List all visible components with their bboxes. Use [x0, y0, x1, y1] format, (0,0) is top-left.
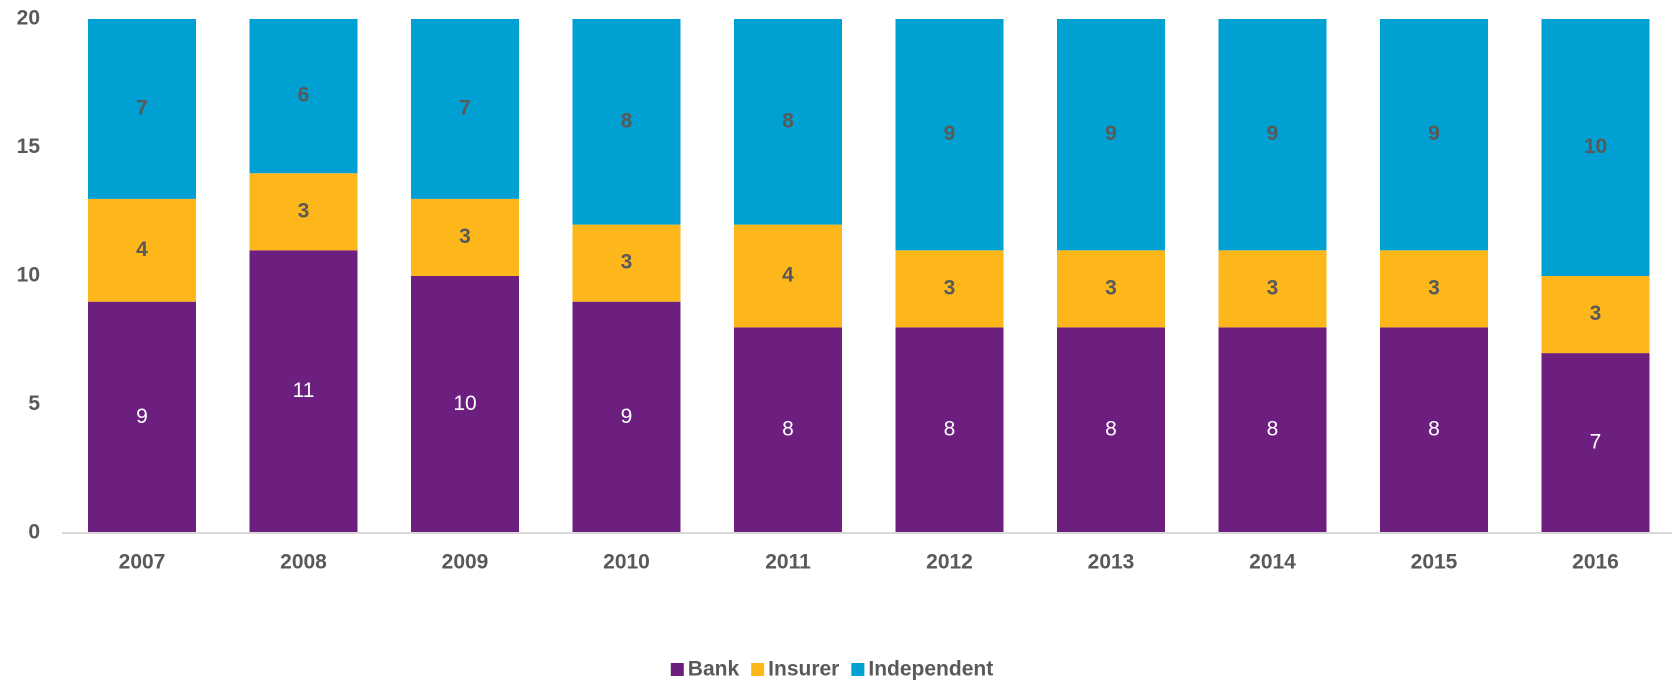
- data-label: 7: [136, 96, 148, 119]
- data-label: 8: [782, 109, 794, 132]
- x-tick-label: 2015: [1411, 551, 1458, 574]
- data-label: 3: [621, 251, 633, 274]
- x-tick-label: 2014: [1249, 551, 1296, 574]
- legend-label: Independent: [868, 658, 993, 681]
- data-label: 7: [1590, 431, 1602, 454]
- data-label: 3: [459, 225, 471, 248]
- data-label: 9: [621, 405, 633, 428]
- data-label: 3: [1105, 276, 1117, 299]
- legend-swatch: [851, 663, 865, 676]
- bar-segment: [1057, 19, 1165, 251]
- data-label: 3: [1590, 302, 1602, 325]
- x-tick-label: 2016: [1572, 551, 1619, 574]
- bar-segment: [1057, 327, 1165, 533]
- bar-segment: [88, 198, 196, 302]
- bar-segment: [1541, 276, 1650, 354]
- data-label: 3: [1267, 276, 1279, 299]
- x-tick-label: 2011: [765, 551, 811, 574]
- bar-segment: [88, 19, 196, 199]
- x-tick-label: 2008: [280, 551, 327, 574]
- bar-segment: [249, 19, 358, 174]
- data-label: 4: [136, 238, 148, 261]
- y-tick-label: 0: [28, 521, 40, 544]
- bar-segment: [734, 19, 842, 225]
- data-label: 9: [1267, 122, 1279, 145]
- y-tick-label: 10: [17, 264, 40, 287]
- x-tick-label: 2010: [603, 551, 650, 574]
- x-tick-label: 2013: [1088, 551, 1135, 574]
- y-tick-label: 15: [17, 135, 41, 158]
- bar-segment: [734, 327, 842, 533]
- bar-segment: [249, 173, 358, 251]
- bar-segment: [411, 276, 519, 533]
- bar-segment: [895, 327, 1004, 533]
- data-label: 8: [1105, 418, 1117, 441]
- data-label: 9: [1428, 122, 1440, 145]
- data-label: 7: [459, 96, 471, 119]
- y-tick-label: 5: [28, 392, 40, 415]
- bar-segment: [1218, 19, 1327, 251]
- data-label: 8: [1267, 418, 1279, 441]
- bar-segment: [411, 19, 519, 199]
- y-tick-label: 20: [17, 7, 40, 30]
- data-label: 11: [293, 379, 315, 402]
- data-label: 4: [782, 264, 794, 287]
- data-label: 9: [1105, 122, 1117, 145]
- data-label: 10: [453, 392, 476, 415]
- bar-segment: [1541, 353, 1650, 533]
- data-label: 3: [944, 276, 956, 299]
- x-tick-label: 2007: [119, 551, 166, 574]
- bar-segment: [895, 19, 1004, 251]
- bar-segment: [1057, 250, 1165, 328]
- bar-segment: [734, 224, 842, 328]
- legend-swatch: [670, 663, 684, 676]
- bar-segment: [411, 198, 519, 276]
- bar-segment: [572, 301, 681, 533]
- bar-segment: [249, 250, 358, 534]
- data-label: 6: [298, 84, 310, 107]
- bar-segment: [1380, 19, 1488, 251]
- bar-segment: [1218, 327, 1327, 533]
- legend-swatch: [751, 663, 765, 676]
- data-label: 10: [1584, 135, 1607, 158]
- data-label: 3: [1428, 276, 1440, 299]
- bar-segment: [1541, 19, 1650, 276]
- legend-label: Insurer: [768, 658, 839, 681]
- data-label: 8: [944, 418, 956, 441]
- bar-segment: [1380, 327, 1488, 533]
- data-label: 9: [944, 122, 956, 145]
- x-tick-label: 2009: [442, 551, 489, 574]
- bar-segment: [895, 250, 1004, 328]
- bar-segment: [572, 19, 681, 225]
- data-label: 8: [1428, 418, 1440, 441]
- bar-segment: [572, 224, 681, 302]
- x-tick-label: 2012: [926, 551, 973, 574]
- legend-label: Bank: [688, 658, 740, 681]
- bar-segment: [1218, 250, 1327, 328]
- data-label: 8: [621, 109, 633, 132]
- bar-segment: [88, 301, 196, 533]
- data-label: 9: [136, 405, 148, 428]
- bar-segment: [1380, 250, 1488, 328]
- data-label: 8: [782, 418, 794, 441]
- data-label: 3: [298, 199, 310, 222]
